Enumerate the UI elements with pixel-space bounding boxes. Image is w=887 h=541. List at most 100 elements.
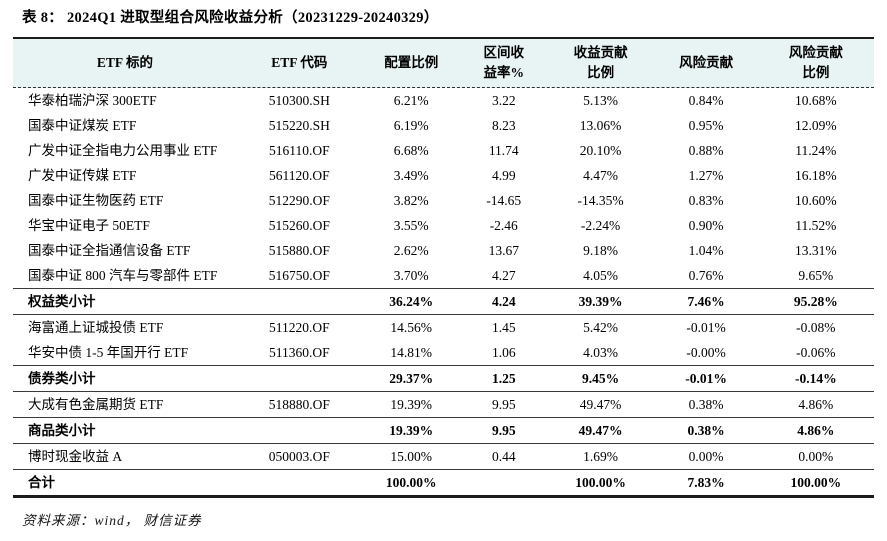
- cell-return-contrib: -14.35%: [577, 192, 624, 208]
- cell-risk-contrib-ratio: 10.60%: [795, 192, 837, 208]
- header-interval-return: 区间收益率%: [461, 43, 547, 82]
- cell-etf-name: 国泰中证全指通信设备 ETF: [28, 242, 191, 258]
- table-row: 华宝中证电子 50ETF 515260.OF 3.55% -2.46 -2.24% 0.9…: [13, 213, 874, 238]
- header-risk-contrib-ratio: 风险贡献 比例: [758, 43, 874, 82]
- header-label-line: ETF 代码: [271, 55, 328, 71]
- cell-risk-contrib-abs: 0.88%: [688, 142, 724, 158]
- cell-return-contrib: 49.47%: [579, 396, 622, 412]
- cell-return-contrib: 100.00%: [575, 474, 626, 490]
- cell-interval-return: 9.95: [491, 396, 516, 412]
- cell-interval-return: -14.65: [486, 192, 522, 208]
- cell-interval-return: 1.45: [491, 319, 516, 335]
- cell-interval-return: 4.99: [491, 167, 516, 183]
- cell-return-contrib: 4.03%: [583, 344, 619, 360]
- cell-etf-name: 广发中证全指电力公用事业 ETF: [28, 142, 218, 158]
- cell-return-contrib: 13.06%: [579, 117, 622, 133]
- cell-etf-name: 国泰中证 800 汽车与零部件 ETF: [28, 267, 218, 283]
- cell-risk-contrib-ratio: 4.86%: [797, 422, 835, 438]
- cell-etf-name: 华宝中证电子 50ETF: [28, 217, 150, 233]
- cell-risk-contrib-abs: 0.00%: [688, 448, 724, 464]
- header-label-line: 配置比例: [384, 55, 439, 71]
- cell-interval-return: 8.23: [491, 117, 516, 133]
- cell-risk-contrib-abs: 1.27%: [688, 167, 724, 183]
- header-label-line: 风险贡献: [679, 55, 734, 71]
- header-return-contrib: 收益贡献 比例: [547, 43, 655, 82]
- cell-risk-contrib-abs: 0.83%: [688, 192, 724, 208]
- cell-risk-contrib-abs: 0.38%: [687, 422, 725, 438]
- table-row-subtotal: 商品类小计 19.39% 9.95 49.47% 0.38% 4.86%: [13, 417, 874, 444]
- cell-etf-code: 518880.OF: [268, 396, 330, 412]
- cell-etf-name: 华泰柏瑞沪深 300ETF: [28, 92, 157, 108]
- cell-interval-return: 1.06: [491, 344, 516, 360]
- cell-etf-name: 海富通上证城投债 ETF: [28, 319, 164, 335]
- cell-etf-name: 广发中证传媒 ETF: [28, 167, 137, 183]
- cell-return-contrib: 4.05%: [583, 267, 619, 283]
- cell-weight: 6.21%: [393, 92, 429, 108]
- cell-etf-code: 511360.OF: [268, 344, 330, 360]
- source-note: 资料来源：wind， 财信证券: [22, 513, 202, 528]
- table-row-subtotal: 权益类小计 36.24% 4.24 39.39% 7.46% 95.28%: [13, 288, 874, 315]
- cell-risk-contrib-abs: 0.90%: [688, 217, 724, 233]
- cell-etf-name: 华安中债 1-5 年国开行 ETF: [28, 344, 189, 360]
- cell-weight: 14.56%: [390, 319, 433, 335]
- cell-weight: 3.82%: [393, 192, 429, 208]
- table-row: 国泰中证生物医药 ETF 512290.OF 3.82% -14.65 -14.35% 0…: [13, 188, 874, 213]
- table-row-subtotal: 债券类小计 29.37% 1.25 9.45% -0.01% -0.14%: [13, 365, 874, 392]
- table-header-row: ETF 标的 ETF 代码 配置比例 区间收 益率% 收益贡献 比例 风险贡献 风险贡献 比例: [13, 39, 874, 88]
- cell-interval-return: 4.24: [491, 293, 516, 309]
- cell-return-contrib: 9.18%: [583, 242, 619, 258]
- header-label-line: 比例: [802, 65, 830, 80]
- cell-etf-code: 050003.OF: [268, 448, 330, 464]
- cell-weight: 19.39%: [389, 422, 434, 438]
- cell-risk-contrib-ratio: -0.14%: [795, 370, 837, 386]
- cell-return-contrib: 1.69%: [583, 448, 619, 464]
- table-row: 海富通上证城投债 ETF 511220.OF 14.56% 1.45 5.42% -0.0…: [13, 315, 874, 340]
- cell-weight: 100.00%: [385, 474, 437, 490]
- table-row: 广发中证传媒 ETF 561120.OF 3.49% 4.99 4.47% 1.27% 16…: [13, 163, 874, 188]
- cell-interval-return: 0.44: [491, 448, 516, 464]
- cell-interval-return: 4.27: [491, 267, 516, 283]
- table-row: 国泰中证煤炭 ETF 515220.SH 6.19% 8.23 13.06% 0.95% 1…: [13, 113, 874, 138]
- cell-etf-name: 商品类小计: [28, 422, 96, 438]
- cell-etf-code: 515220.SH: [268, 117, 330, 133]
- cell-etf-name: 大成有色金属期货 ETF: [28, 396, 164, 412]
- cell-etf-name: 权益类小计: [28, 293, 96, 309]
- cell-risk-contrib-abs: 0.76%: [688, 267, 724, 283]
- cell-risk-contrib-abs: 0.95%: [688, 117, 724, 133]
- cell-weight: 15.00%: [390, 448, 433, 464]
- cell-return-contrib: 5.13%: [583, 92, 619, 108]
- cell-etf-name: 合计: [28, 474, 55, 490]
- table-row: 国泰中证 800 汽车与零部件 ETF 516750.OF 3.70% 4.27 4.0…: [13, 263, 874, 288]
- cell-weight: 3.55%: [393, 217, 429, 233]
- page-title: 表 8： 2024Q1 进取型组合风险收益分析（20231229-2024032…: [22, 10, 439, 26]
- table-row: 大成有色金属期货 ETF 518880.OF 19.39% 9.95 49.47% 0.3…: [13, 392, 874, 417]
- cell-interval-return: 11.74: [488, 142, 519, 158]
- cell-return-contrib: -2.24%: [580, 217, 621, 233]
- header-etf-name: ETF 标的: [13, 53, 237, 73]
- header-label-line: ETF 标的: [96, 55, 153, 71]
- cell-risk-contrib-ratio: -0.08%: [796, 319, 836, 335]
- cell-etf-code: 515260.OF: [268, 217, 330, 233]
- cell-weight: 2.62%: [393, 242, 429, 258]
- cell-interval-return: 1.25: [491, 370, 516, 386]
- cell-risk-contrib-ratio: -0.06%: [796, 344, 836, 360]
- table-row: 广发中证全指电力公用事业 ETF 516110.OF 6.68% 11.74 20.10…: [13, 138, 874, 163]
- cell-etf-code: 516110.OF: [268, 142, 330, 158]
- header-weight: 配置比例: [362, 53, 461, 73]
- cell-etf-name: 国泰中证煤炭 ETF: [28, 117, 137, 133]
- cell-risk-contrib-ratio: 4.86%: [798, 396, 834, 412]
- cell-weight: 3.70%: [393, 267, 429, 283]
- table-row: 博时现金收益 A 050003.OF 15.00% 0.44 1.69% 0.00% 0.0…: [13, 444, 874, 469]
- table-row: 华泰柏瑞沪深 300ETF 510300.SH 6.21% 3.22 5.13% 0.84…: [13, 88, 874, 113]
- table-row-total: 合计 100.00% 100.00% 7.83% 100.00%: [13, 469, 874, 495]
- cell-weight: 14.81%: [390, 344, 433, 360]
- table-row: 华安中债 1-5 年国开行 ETF 511360.OF 14.81% 1.06 4.03…: [13, 340, 874, 365]
- cell-etf-name: 债券类小计: [28, 370, 96, 386]
- header-label-line: 益率%: [483, 65, 525, 80]
- header-label-line: 区间收: [483, 45, 525, 61]
- cell-risk-contrib-ratio: 9.65%: [798, 267, 834, 283]
- header-label-line: 收益贡献: [573, 45, 628, 61]
- cell-risk-contrib-ratio: 0.00%: [798, 448, 834, 464]
- cell-interval-return: 9.95: [491, 422, 516, 438]
- cell-weight: 6.19%: [393, 117, 429, 133]
